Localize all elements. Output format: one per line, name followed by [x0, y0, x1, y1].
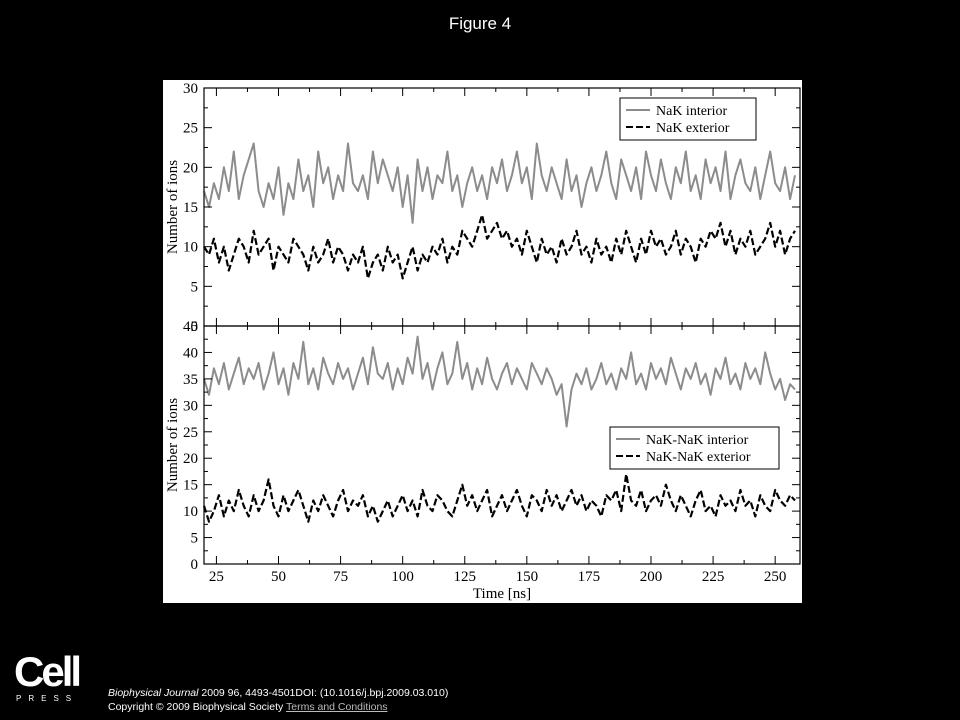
ytick-label-1-45: 45	[183, 319, 198, 335]
legend-box-1	[609, 426, 780, 470]
logo-sub: PRESS	[16, 694, 79, 703]
ytick-label-0-15: 15	[183, 200, 198, 216]
logo-word: Cell	[14, 648, 82, 695]
ytick-label-1-40: 40	[183, 345, 198, 361]
cell-press-logo: Cell PRESS	[14, 651, 82, 705]
citation-text: 2009 96, 4493-4501DOI: (10.1016/j.bpj.20…	[198, 687, 449, 699]
ytick-label-1-0: 0	[191, 557, 199, 573]
citation-footer: Biophysical Journal 2009 96, 4493-4501DO…	[108, 687, 448, 714]
xtick-label-200: 200	[640, 569, 663, 585]
xtick-label-50: 50	[271, 569, 286, 585]
series-line-0-1	[203, 213, 796, 280]
ytick-label-0-30: 30	[183, 81, 198, 97]
legend-label-1-0: NaK-NaK interior	[646, 433, 749, 448]
series-line-1-1	[202, 473, 796, 523]
series-line-0-0	[203, 142, 796, 224]
xtick-label-150: 150	[516, 569, 539, 585]
legend-label-0-0: NaK interior	[656, 104, 727, 119]
chart-figure: 0 5 10 15 20 25 30 Number of ions NaK interior Na…	[163, 80, 802, 603]
xtick-label-250: 250	[764, 569, 787, 585]
terms-link[interactable]: Terms and Conditions	[285, 700, 388, 713]
ylabel-0: Number of ions	[165, 160, 181, 254]
legend-label-1-1: NaK-NaK exterior	[646, 450, 751, 465]
xtick-label-175: 175	[578, 569, 601, 585]
ytick-label-1-10: 10	[183, 504, 198, 520]
xlabel: Time [ns]	[473, 586, 531, 602]
xtick-label-25: 25	[209, 569, 224, 585]
copyright-line: Copyright © 2009 Biophysical Society Ter…	[108, 701, 448, 715]
ylabel-1: Number of ions	[165, 398, 181, 492]
ytick-label-0-25: 25	[183, 121, 198, 137]
xtick-label-125: 125	[454, 569, 477, 585]
ytick-label-1-25: 25	[183, 425, 198, 441]
ytick-label-0-20: 20	[183, 160, 198, 176]
axes-frame-1	[203, 325, 801, 565]
ytick-label-1-30: 30	[183, 398, 198, 414]
legend-box-0	[619, 97, 757, 141]
xtick-label-100: 100	[391, 569, 414, 585]
xtick-label-75: 75	[333, 569, 348, 585]
citation-line: Biophysical Journal 2009 96, 4493-4501DO…	[108, 687, 448, 701]
ytick-label-1-5: 5	[191, 531, 199, 547]
xtick-label-225: 225	[702, 569, 725, 585]
journal-name: Biophysical Journal	[108, 687, 199, 699]
copyright-text: Copyright © 2009 Biophysical Society	[108, 700, 286, 713]
ytick-label-0-10: 10	[183, 240, 198, 256]
figure-title: Figure 4	[448, 14, 512, 33]
ytick-label-1-35: 35	[183, 372, 198, 388]
ytick-label-1-20: 20	[183, 451, 198, 467]
series-line-1-0	[203, 335, 796, 428]
ytick-label-0-0: 0	[191, 319, 199, 335]
ytick-label-1-15: 15	[183, 478, 198, 494]
legend-label-0-1: NaK exterior	[656, 121, 730, 136]
ytick-label-0-5: 5	[191, 279, 199, 295]
